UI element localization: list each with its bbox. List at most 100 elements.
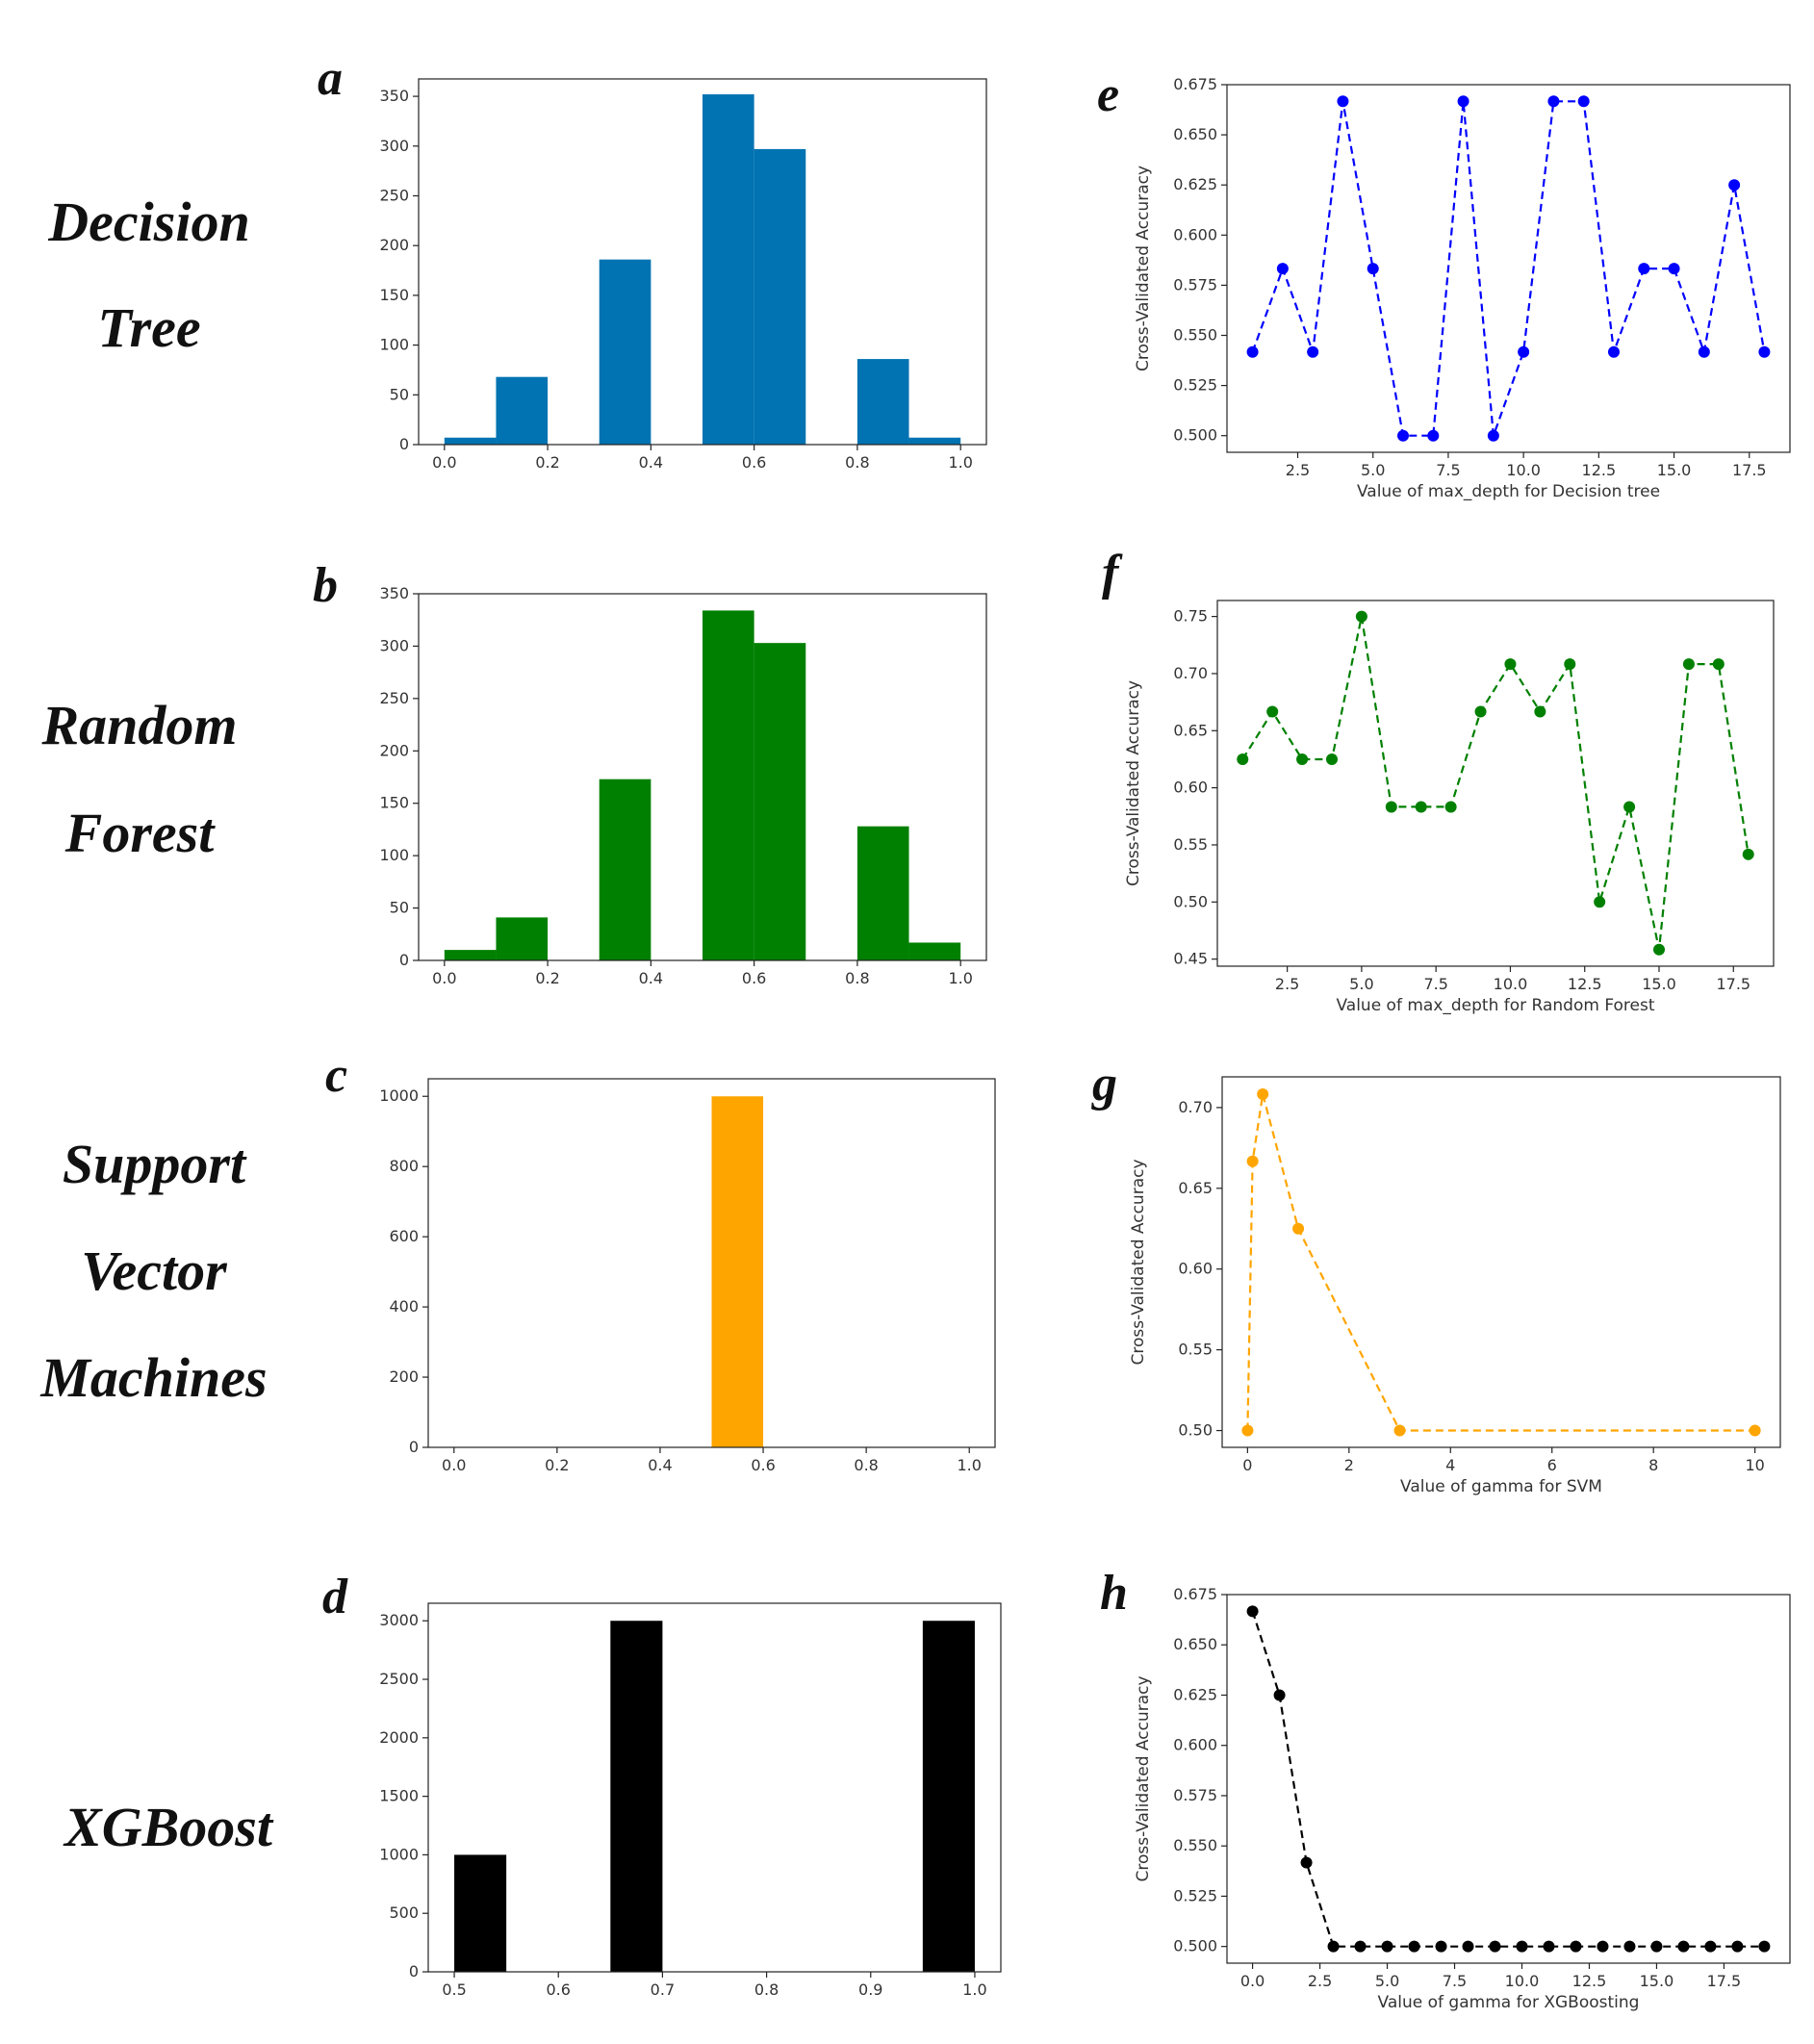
x-axis: 0.0 0.2 0.4 0.6 0.8 1.0: [432, 445, 973, 472]
y-tick-label: 0.70: [1178, 1098, 1213, 1116]
x-tick-label: 17.5: [1732, 461, 1767, 479]
axes-frame: [427, 1078, 996, 1448]
x-tick-label: 10: [1745, 1456, 1764, 1474]
data-point: [1393, 1424, 1406, 1437]
y-tick-label: 350: [379, 584, 409, 602]
y-tick-label: 100: [379, 846, 409, 864]
y-tick-label: 0.500: [1173, 1937, 1217, 1955]
x-tick-label: 0.0: [1240, 1972, 1265, 1990]
row-label-line: Decision: [47, 191, 249, 253]
x-tick-label: 7.5: [1443, 1972, 1467, 1990]
x-tick-label: 1.0: [948, 453, 972, 472]
y-tick-label: 0.525: [1173, 1886, 1217, 1904]
row-label-line: Forest: [64, 802, 217, 864]
histogram-bar: [908, 437, 961, 445]
y-tick-label: 0.675: [1173, 75, 1217, 93]
y-tick-label: 0.50: [1173, 892, 1208, 910]
x-axis-label: Value of max_depth for Random Forest: [1336, 996, 1654, 1015]
data-point: [1300, 1856, 1313, 1869]
row-label-line: Random: [40, 694, 237, 756]
data-point: [1570, 1940, 1582, 1953]
series-line: [1251, 1610, 1765, 1948]
histogram-bar: [856, 359, 909, 445]
panel-label: g: [1091, 1057, 1117, 1111]
x-axis: 0.0 0.2 0.4 0.6 0.8 1.0: [442, 1447, 982, 1474]
y-axis: 0.500 0.525 0.550 0.575 0.600 0.625 0.650 0.675: [1173, 75, 1227, 445]
data-point: [1273, 1689, 1286, 1701]
y-tick-label: 250: [379, 186, 409, 204]
x-tick-label: 1.0: [962, 1980, 986, 1999]
y-tick-label: 0.50: [1178, 1421, 1213, 1440]
x-tick-label: 5.0: [1349, 975, 1373, 993]
y-tick-label: 0.525: [1173, 376, 1217, 395]
x-tick-label: 8: [1648, 1456, 1658, 1474]
axes-frame: [1226, 1594, 1791, 1964]
y-axis: 0 200 400 600 800 1000: [379, 1086, 428, 1456]
y-axis-label: Cross-Validated Accuracy: [1134, 1675, 1153, 1881]
histogram-bar: [496, 917, 549, 960]
x-tick-label: 10.0: [1494, 975, 1528, 993]
data-point: [1623, 801, 1636, 813]
y-axis-label: Cross-Validated Accuracy: [1129, 1159, 1148, 1365]
y-tick-label: 50: [390, 899, 409, 917]
data-point: [1638, 263, 1650, 275]
row-labels: Decision Tree Random Forest Support Vector Mac…: [39, 191, 273, 1858]
y-axis-label: Cross-Validated Accuracy: [1134, 166, 1153, 371]
data-point: [1682, 658, 1695, 671]
data-point: [1435, 1940, 1447, 1953]
y-tick-label: 0.625: [1173, 1685, 1217, 1703]
y-tick-label: 0.500: [1173, 426, 1217, 445]
y-tick-label: 0.650: [1173, 125, 1217, 143]
data-point: [1257, 1087, 1269, 1100]
panel-label: f: [1102, 546, 1123, 600]
x-tick-label: 0.5: [442, 1980, 466, 1999]
panel-label: h: [1100, 1566, 1128, 1621]
y-tick-label: 0.75: [1173, 607, 1208, 626]
panel-label: b: [313, 558, 338, 613]
histogram-bar: [908, 942, 961, 960]
data-point: [1292, 1222, 1305, 1235]
data-point: [1758, 345, 1771, 358]
y-tick-label: 0.675: [1173, 1585, 1217, 1603]
data-point: [1266, 705, 1279, 718]
panel-h: h0.0 2.5 5.0 7.5 10.0 12.5 15.0 17.50.5000.5250…: [1100, 1566, 1791, 2012]
data-point: [1758, 1940, 1771, 1953]
panel-e: e 2.5 5.0 7.5 10.0 12.5 15.0 17.5 0.500 0.525 0.55…: [1097, 67, 1791, 501]
y-tick-label: 500: [389, 1903, 419, 1922]
row-label-4: XGBoost: [63, 1796, 274, 1858]
panel-label: e: [1097, 67, 1119, 122]
x-tick-label: 0.8: [845, 969, 869, 987]
y-tick-label: 100: [379, 336, 409, 354]
y-tick-label: 0.550: [1173, 1836, 1217, 1854]
data-point: [1444, 801, 1457, 813]
panel-a: a 0.0 0.2 0.4 0.6 0.8 1.0 0 50 100 150 200 250 300 350: [318, 51, 987, 472]
data-point: [1728, 179, 1741, 192]
data-point: [1354, 1940, 1367, 1953]
panel-label: a: [318, 51, 343, 106]
y-tick-label: 3000: [379, 1611, 419, 1629]
data-point: [1241, 1424, 1254, 1437]
y-axis: 0 50 100 150 200 250 300 350: [379, 584, 419, 969]
y-tick-label: 2500: [379, 1670, 419, 1688]
data-point: [1307, 345, 1319, 358]
histogram-bar: [922, 1621, 975, 1972]
x-tick-label: 0.2: [535, 969, 559, 987]
row-label-line: Vector: [81, 1239, 227, 1302]
data-point: [1577, 95, 1590, 108]
row-label-3: Support Vector Machines: [39, 1133, 267, 1409]
data-point: [1385, 801, 1397, 813]
histogram-bar: [444, 437, 497, 445]
data-point: [1547, 95, 1560, 108]
data-point: [1237, 753, 1249, 765]
x-axis: 0.5 0.6 0.7 0.8 0.9 1.0: [442, 1972, 987, 1999]
y-tick-label: 0: [399, 951, 409, 969]
data-point: [1457, 95, 1469, 108]
series-g: [1241, 1087, 1761, 1437]
x-tick-label: 0.6: [742, 969, 766, 987]
x-tick-label: 5.0: [1361, 461, 1385, 479]
axes-frame: [1221, 1076, 1781, 1448]
y-tick-label: 0.650: [1173, 1635, 1217, 1653]
histogram-bar: [599, 259, 652, 445]
histogram-bar: [454, 1854, 507, 1972]
y-tick-label: 0.65: [1173, 721, 1208, 739]
